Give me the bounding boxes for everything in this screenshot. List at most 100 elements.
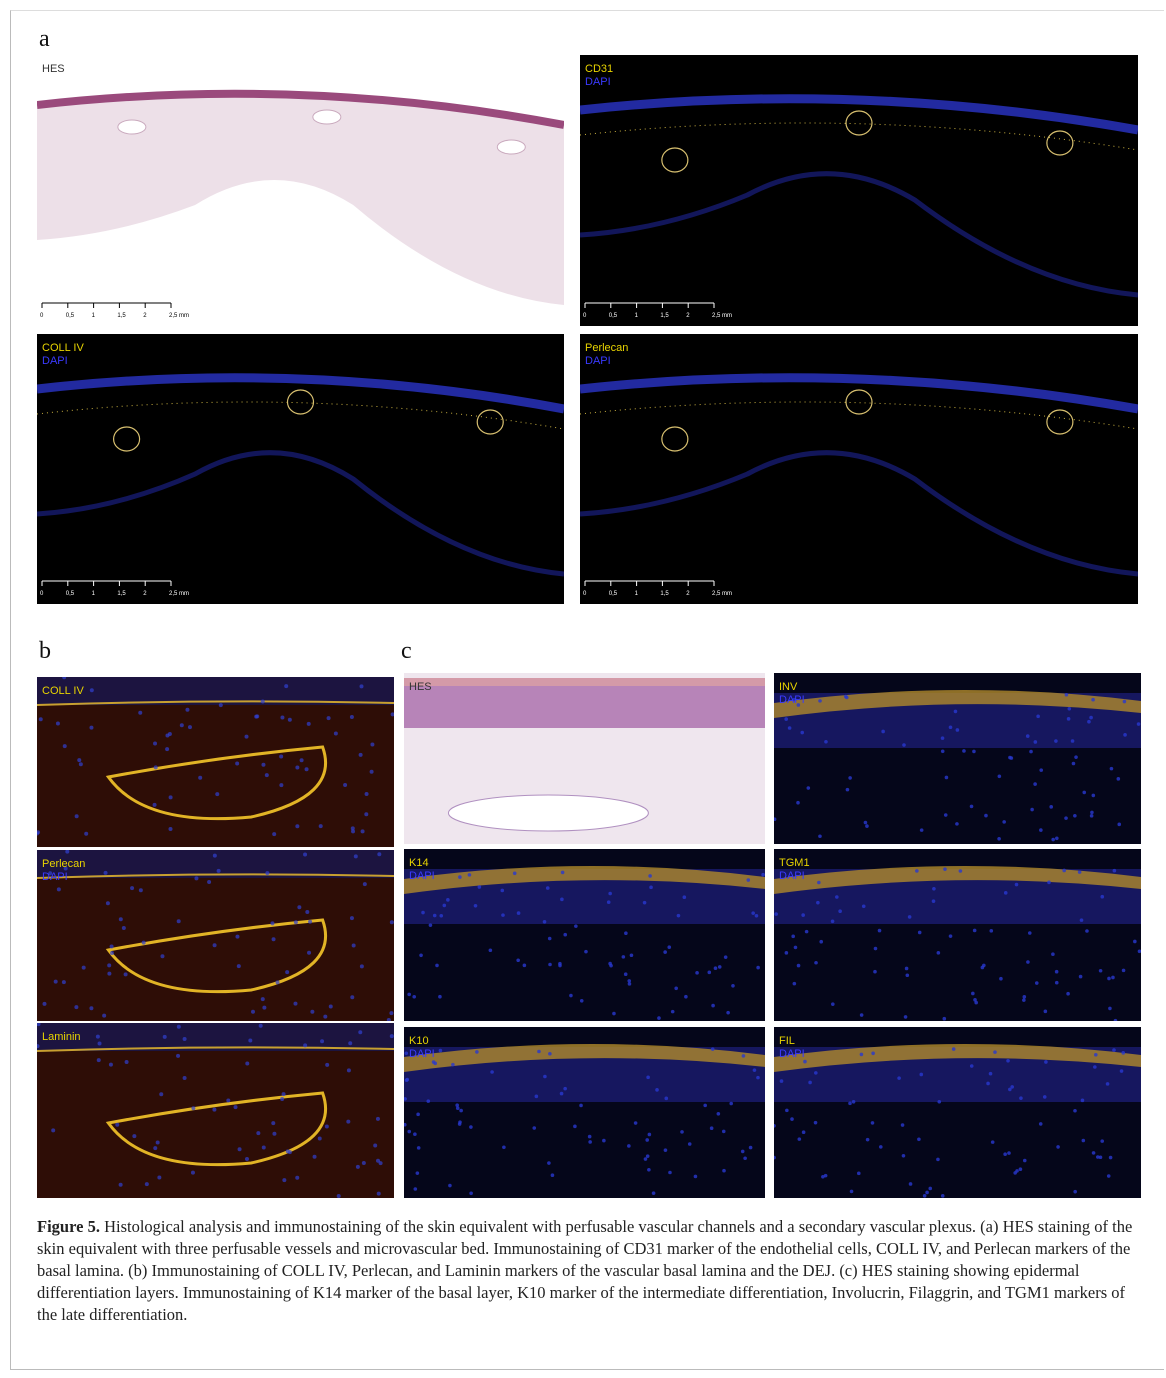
nucleus: [270, 921, 274, 925]
nucleus: [1109, 1156, 1113, 1160]
nucleus: [62, 980, 66, 984]
nucleus: [794, 946, 798, 950]
nucleus: [376, 1117, 380, 1121]
nucleus: [305, 767, 309, 771]
nucleus: [502, 1146, 506, 1150]
nucleus: [1123, 700, 1127, 704]
nucleus: [251, 1010, 255, 1014]
nucleus: [1092, 794, 1096, 798]
nucleus: [51, 1128, 55, 1132]
scale-label: 2,5 mm: [712, 591, 732, 597]
nucleus: [1026, 734, 1030, 738]
scale-label: 0: [583, 591, 586, 597]
stain-label: COLL IV: [42, 685, 84, 697]
nucleus: [920, 828, 924, 832]
nucleus: [608, 962, 612, 966]
nucleus: [807, 786, 811, 790]
stain-label: K14: [409, 857, 429, 869]
nucleus: [917, 1137, 921, 1141]
nucleus: [416, 1171, 420, 1175]
nucleus: [664, 1097, 668, 1101]
nucleus: [814, 961, 818, 965]
nucleus: [307, 722, 311, 726]
nucleus: [1113, 869, 1117, 873]
scale-label: 2: [686, 591, 689, 597]
nucleus: [949, 725, 953, 729]
nucleus: [212, 1108, 216, 1112]
nucleus: [516, 958, 520, 962]
caption-text: Histological analysis and immunostaining…: [37, 1217, 1132, 1324]
nucleus: [788, 726, 792, 730]
nucleus: [165, 747, 169, 751]
nucleus: [219, 703, 223, 707]
nucleus: [897, 1076, 901, 1080]
nucleus: [106, 901, 110, 905]
figure: Figure 5. Histological analysis and immu…: [10, 10, 1164, 1370]
nucleus: [547, 1161, 551, 1165]
nucleus: [412, 995, 416, 999]
nucleus: [1055, 970, 1059, 974]
nucleus: [416, 1113, 420, 1117]
nucleus: [655, 1088, 659, 1092]
nucleus: [63, 744, 67, 748]
nucleus: [1071, 739, 1075, 743]
scale-label: 2: [143, 313, 146, 319]
nucleus: [573, 1125, 577, 1129]
nucleus: [1047, 881, 1051, 885]
nucleus: [517, 911, 521, 915]
nucleus: [569, 994, 573, 998]
nucleus: [245, 735, 249, 739]
nucleus: [993, 1050, 997, 1054]
nucleus: [874, 947, 878, 951]
nucleus: [628, 982, 632, 986]
nucleus: [1082, 791, 1086, 795]
nucleus: [417, 1146, 421, 1150]
stain-label: DAPI: [42, 871, 68, 883]
nucleus: [390, 920, 394, 924]
nucleus: [168, 827, 172, 831]
nucleus: [1123, 733, 1127, 737]
nucleus: [1036, 715, 1040, 719]
nucleus: [261, 763, 265, 767]
nucleus: [443, 904, 447, 908]
nucleus: [360, 684, 364, 688]
nucleus: [780, 1079, 784, 1083]
nucleus: [548, 937, 552, 941]
nucleus: [280, 1097, 284, 1101]
nucleus: [153, 742, 157, 746]
nucleus: [1065, 693, 1069, 697]
nucleus: [848, 1102, 852, 1106]
nucleus: [714, 966, 718, 970]
nucleus: [871, 1051, 875, 1055]
scale-label: 1,5: [660, 591, 668, 597]
nucleus: [905, 967, 909, 971]
nucleus: [753, 1068, 757, 1072]
nucleus: [109, 1063, 113, 1067]
nucleus: [426, 1099, 430, 1103]
nucleus: [303, 1043, 307, 1047]
nucleus: [90, 688, 94, 692]
nucleus: [956, 728, 960, 732]
nucleus: [717, 1112, 721, 1116]
stain-label: COLL IV: [42, 342, 84, 354]
scale-label: 1,5: [117, 591, 125, 597]
caption: Figure 5. Histological analysis and immu…: [37, 1216, 1147, 1326]
nucleus: [98, 1041, 102, 1045]
stain-label: DAPI: [585, 76, 611, 88]
stain-label: DAPI: [779, 870, 805, 882]
nucleus: [468, 873, 472, 877]
scale-label: 0,5: [66, 591, 74, 597]
nucleus: [404, 1051, 408, 1055]
nucleus: [448, 1184, 452, 1188]
nucleus: [941, 1194, 945, 1198]
nucleus: [785, 1109, 789, 1113]
nucleus: [1081, 1099, 1085, 1103]
nucleus: [142, 941, 146, 945]
nucleus: [1033, 782, 1037, 786]
nucleus: [153, 803, 157, 807]
nucleus: [1111, 976, 1115, 980]
nucleus: [937, 951, 941, 955]
nucleus: [272, 1132, 276, 1136]
scale-label: 1,5: [660, 313, 668, 319]
nucleus: [962, 749, 966, 753]
